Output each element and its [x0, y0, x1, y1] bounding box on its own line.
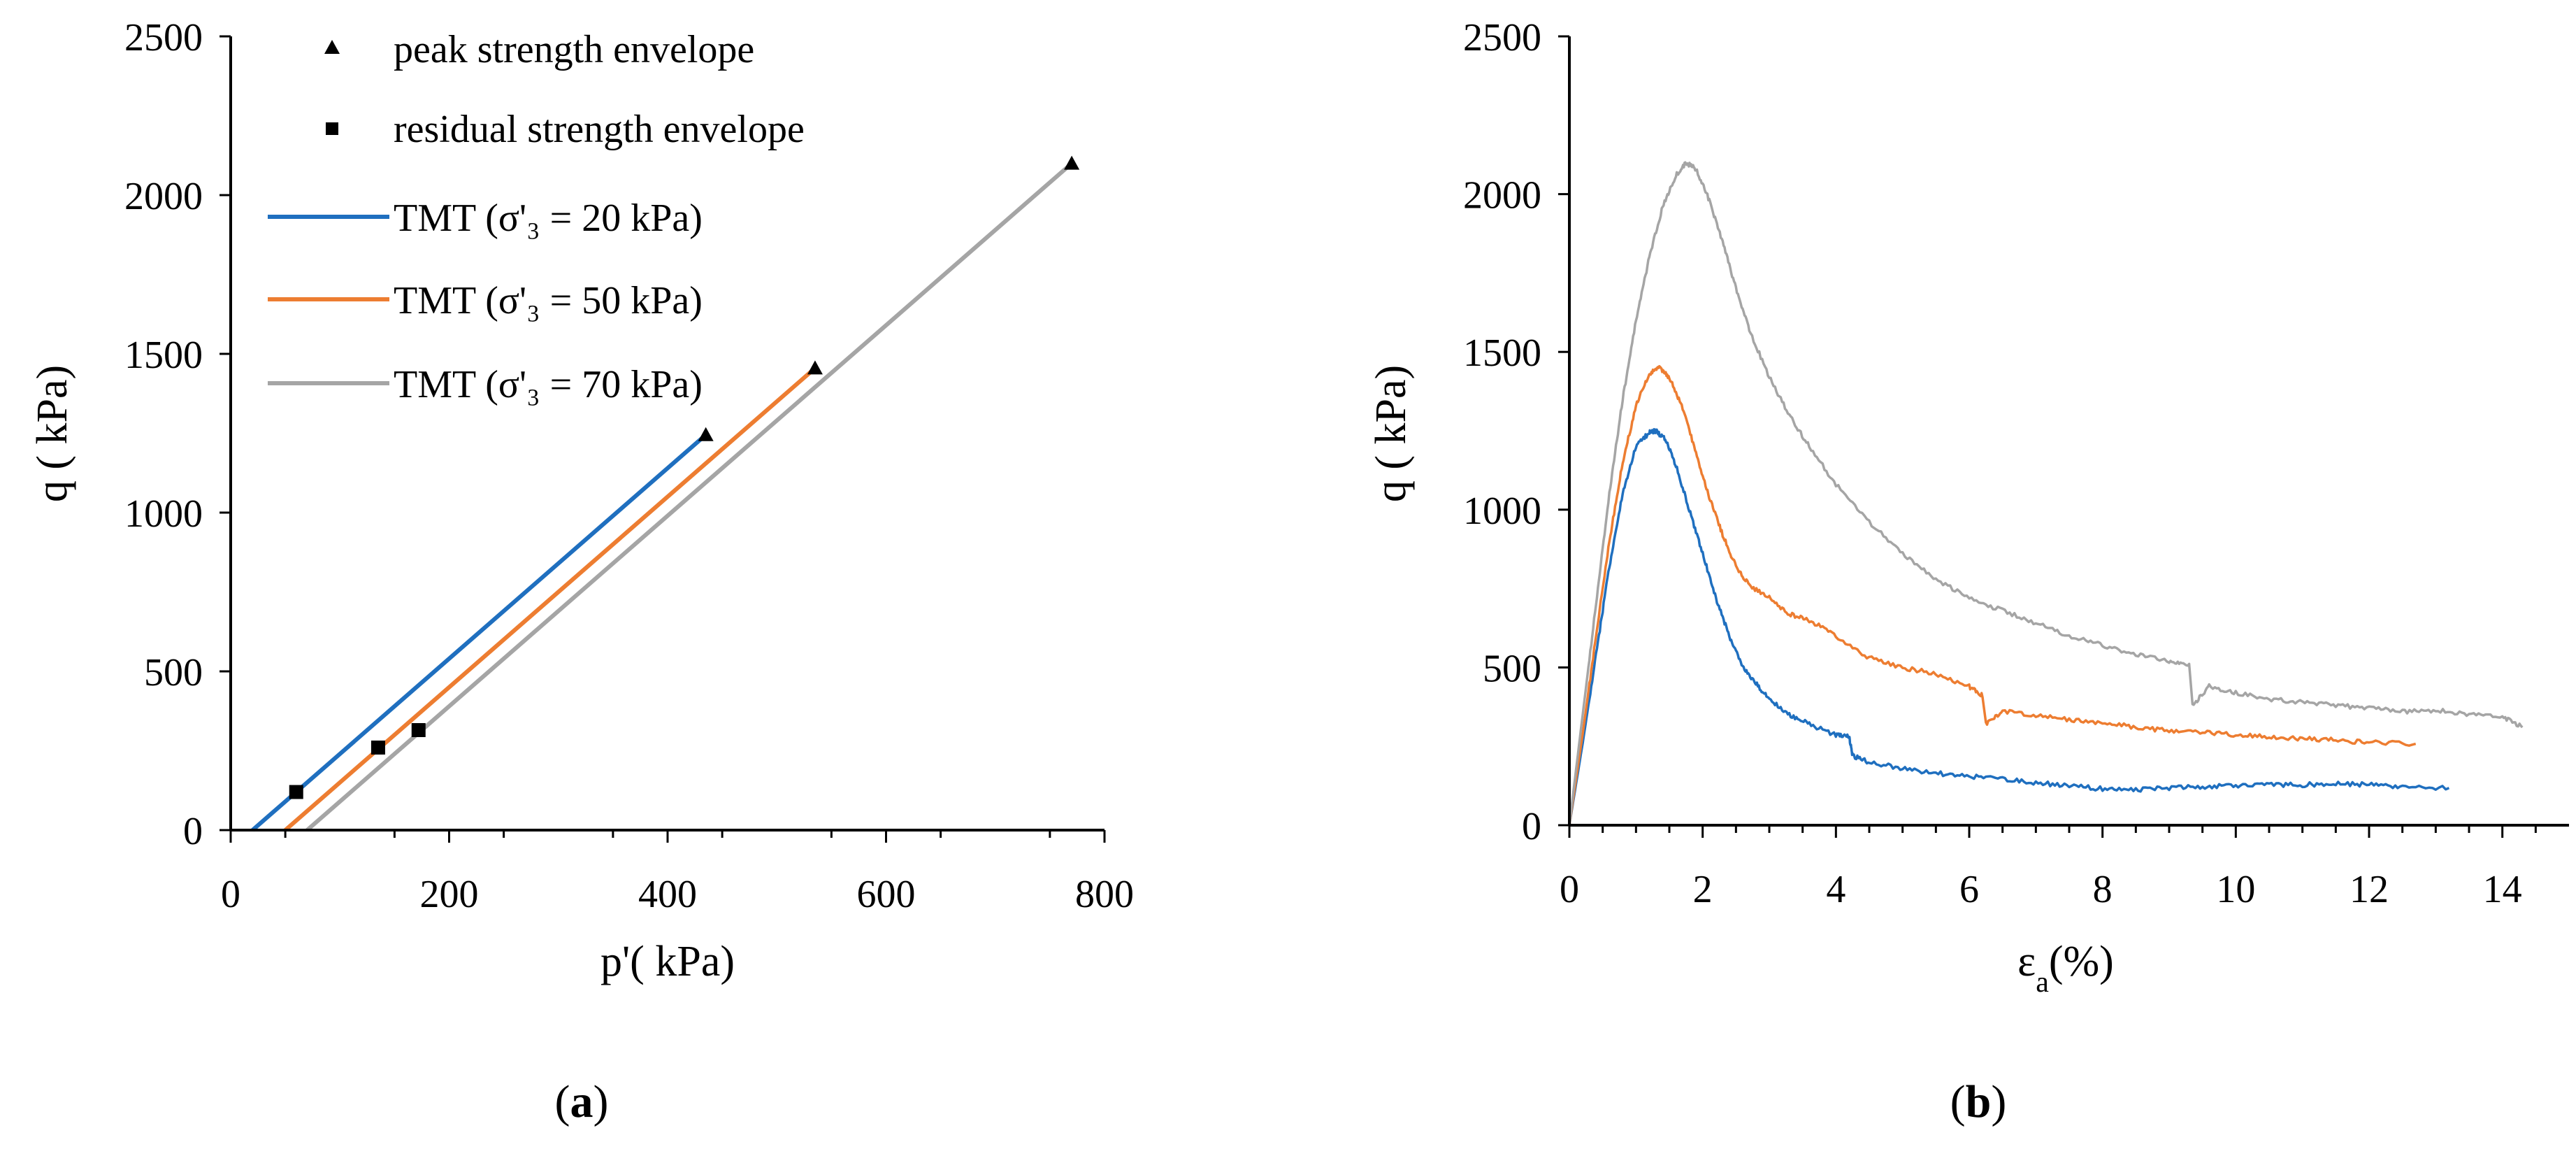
chart-b-x-tick-label: 6	[1959, 868, 1979, 911]
chart-a-series-line-tmt20	[251, 433, 707, 832]
chart-a: 0 200 400 600 800 0 500 1000 1500 2000 2500 p'( k…	[29, 16, 1134, 1127]
chart-a-x-tick-label: 800	[1075, 873, 1134, 916]
chart-b-y-tick-label: 2500	[1463, 16, 1541, 59]
chart-a-series-line-tmt70	[305, 162, 1074, 832]
chart-b-x-axis-title: εa(%)	[2017, 938, 2114, 999]
chart-b-x-ticks: 0 2 4 6 8 10 12 14	[1560, 825, 2537, 911]
chart-b-series-group	[1568, 161, 2524, 826]
chart-a-residual-point	[411, 722, 426, 737]
chart-a-y-tick-label: 0	[183, 810, 203, 853]
chart-a-marker-group	[289, 155, 1080, 799]
chart-b-y-tick-label: 1500	[1463, 331, 1541, 375]
chart-a-x-tick-label: 400	[638, 873, 697, 916]
chart-a-x-ticks: 0 200 400 600 800	[221, 830, 1134, 916]
panel-label-a: (a)	[555, 1076, 609, 1127]
chart-a-y-ticks: 0 500 1000 1500 2000 2500	[124, 16, 231, 853]
chart-b: 0 2 4 6 8 10 12 14 0 500 1000 1500 2000 2500 εa(%) q…	[1367, 16, 2569, 1127]
chart-a-legend: peak strength envelope residual strength…	[268, 28, 805, 406]
chart-a-series-group	[251, 162, 1074, 832]
chart-b-x-tick-label: 0	[1560, 868, 1579, 911]
legend-tmt50-label: TMT (σ'₃ = 50 kPa)	[394, 279, 703, 322]
chart-a-residual-point	[289, 785, 303, 799]
chart-b-series-line-tmt50	[1568, 364, 2417, 826]
chart-b-x-tick-label: 2	[1693, 868, 1713, 911]
chart-b-y-tick-label: 500	[1483, 647, 1541, 690]
chart-a-x-tick-label: 0	[221, 873, 240, 916]
chart-a-peak-point	[1064, 155, 1080, 170]
chart-a-x-tick-label: 200	[420, 873, 479, 916]
chart-a-x-axis-title: p'( kPa)	[600, 938, 735, 985]
chart-a-y-tick-label: 2500	[124, 16, 203, 59]
legend-residual-label: residual strength envelope	[394, 108, 805, 151]
chart-b-y-tick-label: 1000	[1463, 490, 1541, 533]
legend-tmt70-label: TMT (σ'₃ = 70 kPa)	[394, 363, 703, 406]
chart-a-residual-point	[370, 740, 385, 755]
chart-b-y-tick-label: 0	[1522, 805, 1541, 848]
legend-tmt20-label: TMT (σ'₃ = 20 kPa)	[394, 197, 703, 240]
chart-b-x-tick-label: 8	[2093, 868, 2113, 911]
chart-b-x-tick-label: 4	[1826, 868, 1845, 911]
chart-a-series-line-tmt50	[284, 366, 816, 832]
chart-b-x-tick-label: 12	[2350, 868, 2389, 911]
chart-b-x-tick-label: 14	[2483, 868, 2522, 911]
chart-b-y-ticks: 0 500 1000 1500 2000 2500	[1463, 16, 1569, 848]
chart-a-peak-point	[698, 427, 714, 441]
chart-a-y-tick-label: 1000	[124, 492, 203, 536]
chart-b-series-line-tmt20	[1568, 428, 2450, 826]
legend-peak-marker	[324, 40, 340, 54]
chart-b-y-tick-label: 2000	[1463, 174, 1541, 217]
chart-b-x-tick-label: 10	[2216, 868, 2255, 911]
chart-a-y-tick-label: 2000	[124, 175, 203, 218]
legend-residual-marker	[326, 122, 338, 135]
chart-b-series-line-tmt70	[1568, 161, 2524, 826]
chart-a-y-tick-label: 1500	[124, 334, 203, 377]
chart-a-y-tick-label: 500	[144, 651, 203, 694]
chart-a-y-axis-title: q ( kPa)	[29, 365, 76, 502]
legend-peak-label: peak strength envelope	[394, 28, 754, 71]
chart-a-peak-point	[807, 360, 823, 375]
panel-label-b: (b)	[1950, 1076, 2007, 1127]
chart-b-y-axis-title: q ( kPa)	[1367, 365, 1415, 502]
chart-a-x-tick-label: 600	[857, 873, 916, 916]
